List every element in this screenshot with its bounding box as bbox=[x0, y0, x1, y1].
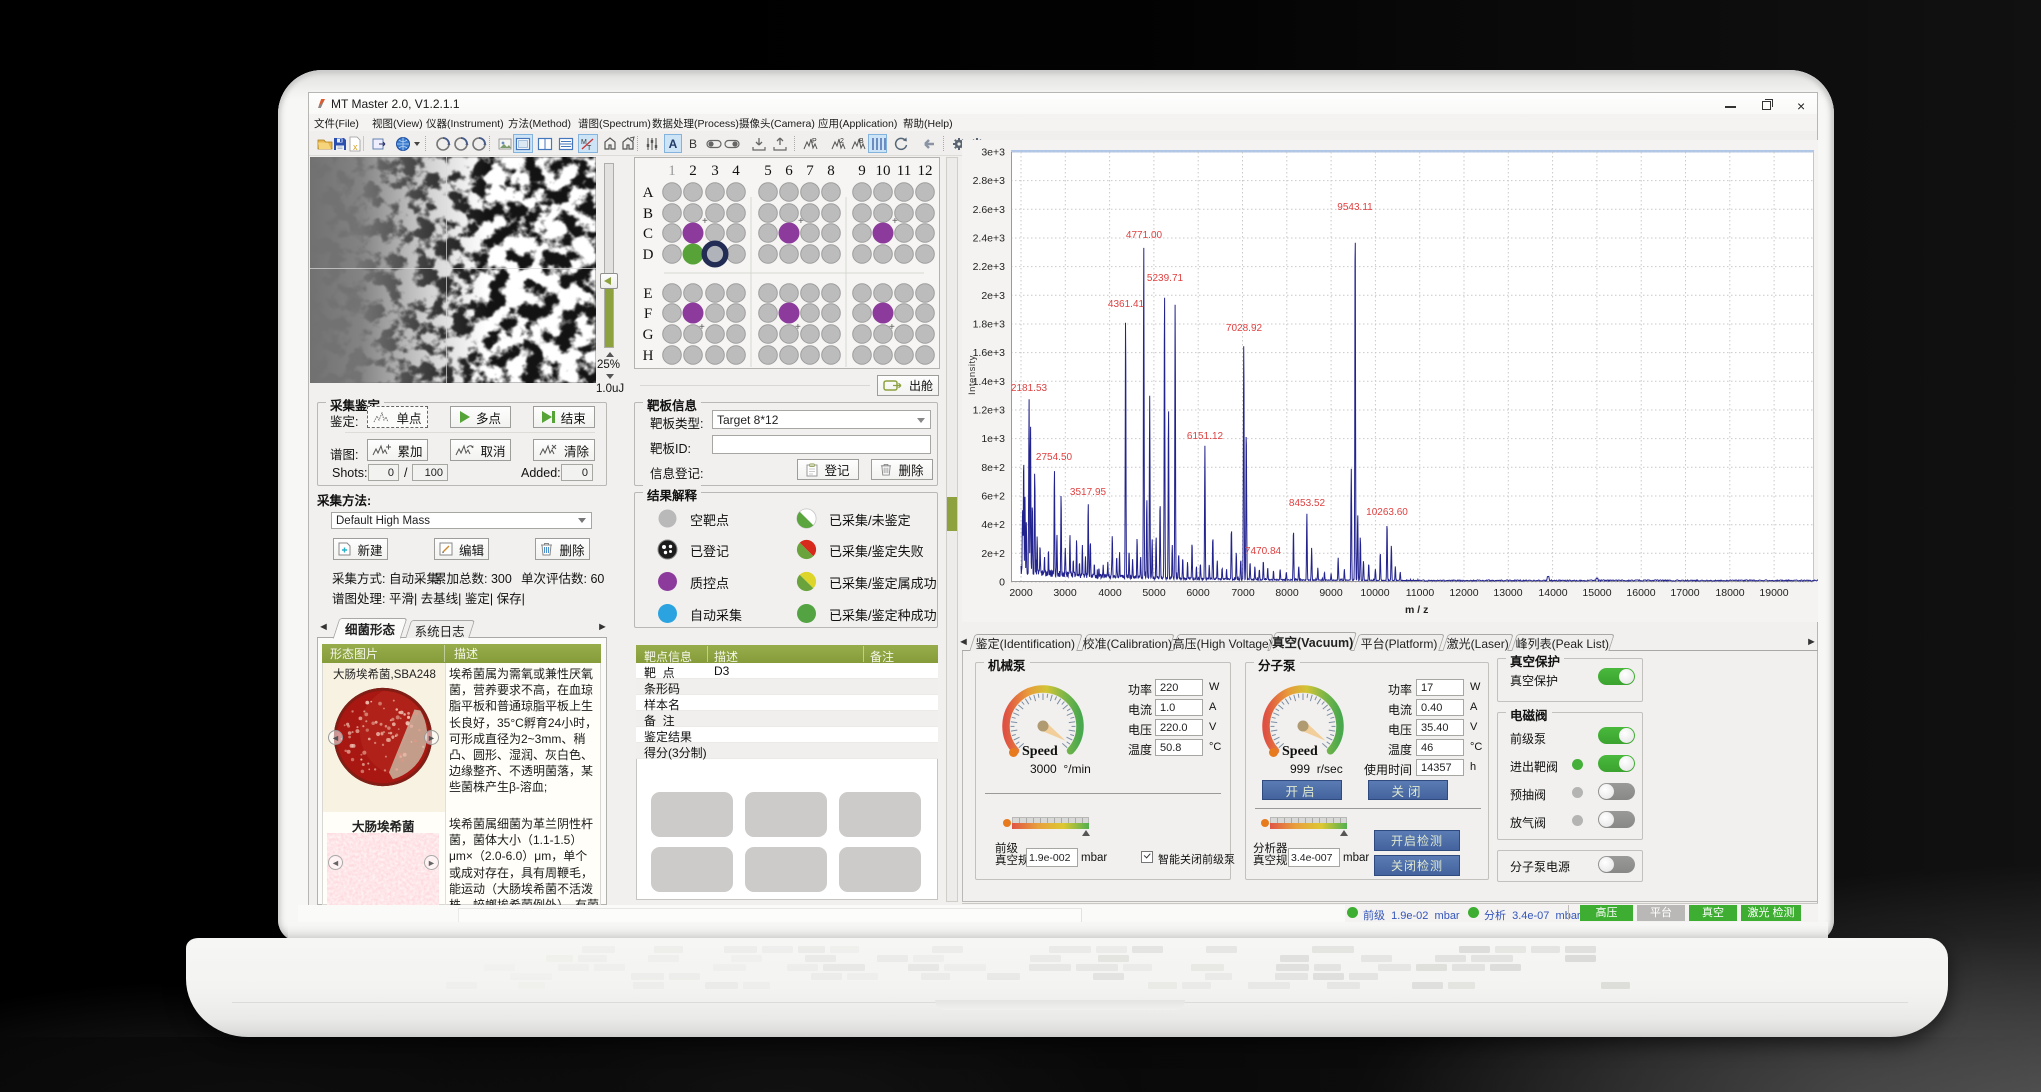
svg-text:A: A bbox=[643, 185, 654, 201]
svg-text:E: E bbox=[643, 286, 652, 302]
svg-text:6000: 6000 bbox=[1186, 587, 1210, 599]
svg-text:15000: 15000 bbox=[1582, 587, 1611, 599]
svg-text:4000: 4000 bbox=[1098, 587, 1122, 599]
svg-text:+: + bbox=[798, 216, 804, 227]
svg-text:0: 0 bbox=[999, 577, 1005, 589]
svg-text:8e+2: 8e+2 bbox=[981, 462, 1005, 474]
svg-text:10000: 10000 bbox=[1360, 587, 1389, 599]
svg-text:9: 9 bbox=[858, 163, 866, 179]
svg-text:x: x bbox=[353, 142, 358, 152]
svg-text:2e+2: 2e+2 bbox=[981, 548, 1005, 560]
svg-text:2.4e+3: 2.4e+3 bbox=[973, 233, 1006, 245]
svg-text:18000: 18000 bbox=[1715, 587, 1744, 599]
svg-text:+: + bbox=[889, 322, 895, 333]
svg-text:12000: 12000 bbox=[1449, 587, 1478, 599]
svg-text:7000: 7000 bbox=[1231, 587, 1255, 599]
svg-text:+: + bbox=[795, 322, 801, 333]
svg-text:M: M bbox=[581, 139, 587, 146]
svg-text:F: F bbox=[644, 306, 652, 322]
svg-text:2.8e+3: 2.8e+3 bbox=[973, 175, 1006, 187]
svg-text:5000: 5000 bbox=[1142, 587, 1166, 599]
svg-text:C: C bbox=[643, 226, 653, 242]
svg-text:17000: 17000 bbox=[1670, 587, 1699, 599]
svg-text:H: H bbox=[643, 348, 654, 364]
svg-text:+: + bbox=[699, 322, 705, 333]
svg-text:13000: 13000 bbox=[1493, 587, 1522, 599]
svg-text:1.4e+3: 1.4e+3 bbox=[973, 376, 1006, 388]
svg-text:12: 12 bbox=[918, 163, 933, 179]
svg-text:19000: 19000 bbox=[1759, 587, 1788, 599]
svg-text:3000: 3000 bbox=[1053, 587, 1077, 599]
svg-text:2181.53: 2181.53 bbox=[1011, 383, 1048, 394]
svg-text:G: G bbox=[643, 327, 654, 343]
svg-text:2: 2 bbox=[840, 138, 844, 145]
svg-text:3e+3: 3e+3 bbox=[981, 146, 1005, 158]
svg-text:10263.60: 10263.60 bbox=[1366, 507, 1408, 518]
svg-text:B: B bbox=[859, 138, 864, 145]
svg-text:14000: 14000 bbox=[1538, 587, 1567, 599]
svg-text:2000: 2000 bbox=[1009, 587, 1033, 599]
svg-text:6151.12: 6151.12 bbox=[1187, 431, 1224, 442]
svg-text:3517.95: 3517.95 bbox=[1070, 487, 1107, 498]
svg-text:11000: 11000 bbox=[1406, 587, 1435, 599]
svg-text:8000: 8000 bbox=[1275, 587, 1299, 599]
svg-text:5: 5 bbox=[764, 163, 772, 179]
svg-text:10: 10 bbox=[876, 163, 891, 179]
svg-text:1.8e+3: 1.8e+3 bbox=[973, 319, 1006, 331]
svg-text:7470.84: 7470.84 bbox=[1245, 546, 1282, 557]
svg-text:5239.71: 5239.71 bbox=[1147, 273, 1184, 284]
svg-text:T: T bbox=[587, 145, 592, 152]
svg-text:m / z: m / z bbox=[1405, 604, 1428, 616]
svg-text:P: P bbox=[812, 138, 817, 145]
svg-text:6e+2: 6e+2 bbox=[981, 491, 1005, 503]
svg-text:1.6e+3: 1.6e+3 bbox=[973, 347, 1006, 359]
svg-text:1e+3: 1e+3 bbox=[981, 433, 1005, 445]
svg-text:4361.41: 4361.41 bbox=[1108, 299, 1145, 310]
svg-text:D: D bbox=[643, 247, 654, 263]
svg-text:7: 7 bbox=[806, 163, 814, 179]
svg-text:3: 3 bbox=[711, 163, 719, 179]
svg-text:+: + bbox=[892, 216, 898, 227]
svg-text:7028.92: 7028.92 bbox=[1226, 323, 1263, 334]
svg-text:16000: 16000 bbox=[1626, 587, 1655, 599]
svg-text:2.6e+3: 2.6e+3 bbox=[973, 204, 1006, 216]
svg-text:6: 6 bbox=[785, 163, 793, 179]
svg-text:4e+2: 4e+2 bbox=[981, 519, 1005, 531]
svg-text:1.2e+3: 1.2e+3 bbox=[973, 405, 1006, 417]
svg-text:8453.52: 8453.52 bbox=[1289, 498, 1326, 509]
svg-text:B: B bbox=[643, 206, 653, 222]
svg-text:2e+3: 2e+3 bbox=[981, 290, 1005, 302]
svg-text:2754.50: 2754.50 bbox=[1036, 452, 1073, 463]
svg-text:4: 4 bbox=[732, 163, 740, 179]
svg-text:2: 2 bbox=[689, 163, 697, 179]
svg-text:11: 11 bbox=[897, 163, 911, 179]
svg-text:9000: 9000 bbox=[1319, 587, 1343, 599]
svg-text:9543.11: 9543.11 bbox=[1337, 202, 1373, 213]
svg-text:1: 1 bbox=[668, 163, 676, 179]
svg-text:+: + bbox=[702, 216, 708, 227]
svg-text:4771.00: 4771.00 bbox=[1126, 230, 1163, 241]
svg-text:8: 8 bbox=[827, 163, 835, 179]
svg-text:2.2e+3: 2.2e+3 bbox=[973, 261, 1006, 273]
